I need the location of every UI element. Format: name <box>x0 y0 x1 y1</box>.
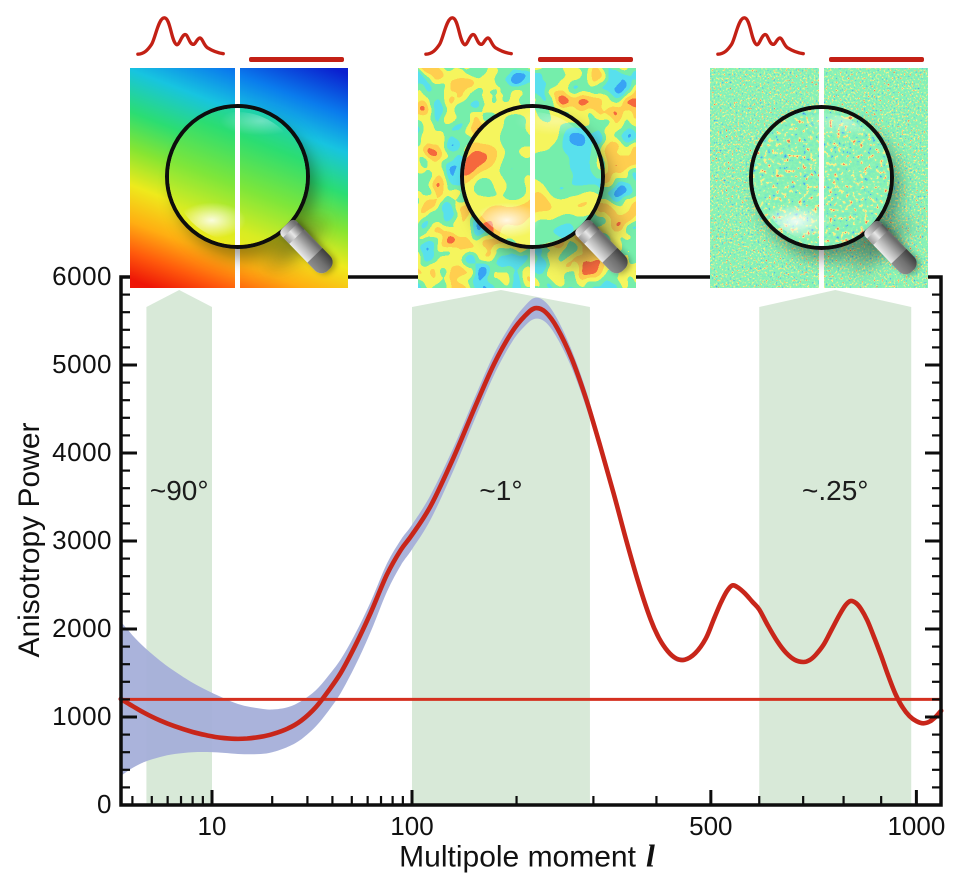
lens-divider <box>235 108 240 245</box>
y-tick-label: 5000 <box>52 349 112 379</box>
x-tick-label: 10 <box>197 811 227 841</box>
y-tick-label: 2000 <box>52 613 112 643</box>
x-axis-title-text: Multipole moment <box>399 840 636 874</box>
x-tick-label: 500 <box>689 811 733 841</box>
y-tick-label: 3000 <box>52 525 112 555</box>
scale-band-label: ~1° <box>479 475 523 506</box>
spectrum-sketch-icon <box>136 16 225 56</box>
scale-bar-icon <box>249 57 344 62</box>
scale-bar-icon <box>829 57 924 62</box>
inset-degree-scales <box>418 8 658 305</box>
lens-divider <box>530 108 535 245</box>
axis-ticks <box>121 275 941 807</box>
angular-scale-band <box>759 290 912 805</box>
x-axis-title: Multipole moment l <box>399 838 655 875</box>
x-tick-label: 1000 <box>887 811 946 841</box>
y-tick-label: 6000 <box>52 261 112 291</box>
inset-largest-scales <box>130 8 363 305</box>
scale-band-label: ~.25° <box>801 475 869 506</box>
y-tick-label: 4000 <box>52 437 112 467</box>
scale-band-label: ~90° <box>149 475 209 506</box>
lens-divider <box>819 109 824 246</box>
spectrum-sketch-icon <box>716 16 805 56</box>
y-axis-title: Anisotropy Power <box>13 422 46 658</box>
scale-bar-icon <box>538 57 633 62</box>
spectrum-curve <box>118 305 944 742</box>
angular-scale-band <box>412 290 590 805</box>
y-tick-label: 1000 <box>52 701 112 731</box>
spectrum-sketch-icon <box>424 16 513 56</box>
inset-smallest-scales <box>710 8 947 306</box>
x-tick-label: 100 <box>390 811 434 841</box>
multipole-symbol: l <box>645 837 655 874</box>
y-tick-label: 0 <box>97 789 112 819</box>
